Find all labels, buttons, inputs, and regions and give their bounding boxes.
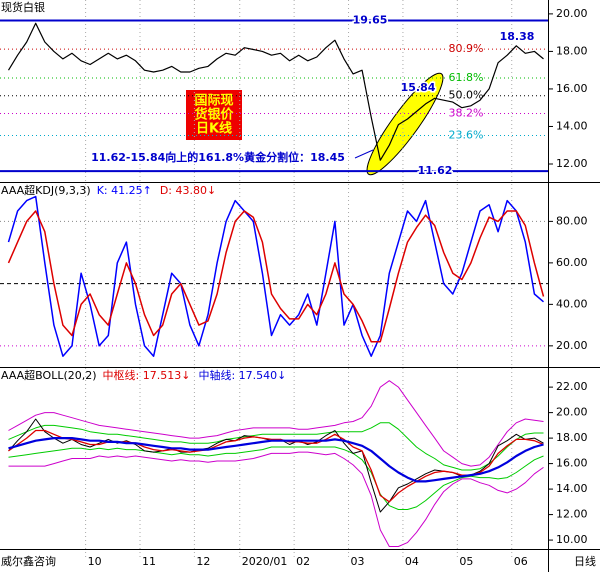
legend-entry: K: 41.25↑ bbox=[97, 184, 152, 197]
y-tick-label: 12.00 bbox=[556, 508, 588, 521]
series-line bbox=[8, 437, 544, 483]
y-tick-label: 16.00 bbox=[556, 457, 588, 470]
badge-box bbox=[186, 90, 242, 140]
y-tick-label: 60.00 bbox=[556, 256, 588, 269]
annotation: 18.38 bbox=[500, 30, 535, 43]
reference-label: 23.6% bbox=[449, 128, 484, 141]
series-line bbox=[8, 429, 544, 503]
reference-label: 61.8% bbox=[449, 71, 484, 84]
x-tick-label: 02 bbox=[296, 555, 310, 568]
footer: 威尔鑫咨询 bbox=[1, 554, 56, 568]
panel-title: AAA超BOLL(20,2) bbox=[1, 368, 97, 382]
y-tick-label: 80.00 bbox=[556, 214, 588, 227]
annotation: 11.62-15.84向上的161.8%黄金分割位：18.45 bbox=[91, 150, 345, 164]
y-tick-label: 22.00 bbox=[556, 380, 588, 393]
x-axis-label: 日线 bbox=[574, 554, 596, 568]
legend-entry: 中枢线: 17.513↓ bbox=[103, 368, 191, 382]
y-tick-label: 20.00 bbox=[556, 406, 588, 419]
x-tick-label: 06 bbox=[514, 555, 528, 568]
x-tick-label: 11 bbox=[142, 555, 156, 568]
annotation: 15.84 bbox=[401, 81, 436, 94]
y-tick-label: 18.00 bbox=[556, 44, 588, 57]
panel-title: 现货白银 bbox=[1, 0, 45, 14]
legend-entry: 中轴线: 17.540↓ bbox=[198, 368, 286, 382]
series-line bbox=[7, 195, 544, 357]
annotation-arrow bbox=[354, 149, 374, 159]
y-tick-label: 12.00 bbox=[556, 157, 588, 170]
reference-label: 50.0% bbox=[449, 89, 484, 102]
badge-text: 国际现 bbox=[194, 94, 233, 109]
y-tick-label: 14.00 bbox=[556, 119, 588, 132]
y-tick-label: 20.00 bbox=[556, 7, 588, 20]
reference-label: 38.2% bbox=[449, 107, 484, 120]
x-tick-label: 10 bbox=[88, 555, 102, 568]
reference-label: 11.62 bbox=[418, 164, 453, 177]
series-line bbox=[7, 210, 545, 343]
x-tick-label: 2020/01 bbox=[242, 555, 288, 568]
x-tick-label: 04 bbox=[405, 555, 419, 568]
badge-text: 货银价 bbox=[194, 107, 234, 123]
legend-entry: D: 43.80↓ bbox=[160, 184, 216, 197]
x-tick-label: 05 bbox=[459, 555, 473, 568]
y-tick-label: 14.00 bbox=[556, 482, 588, 495]
panel-title: AAA超KDJ(9,3,3) bbox=[1, 183, 91, 197]
y-tick-label: 16.00 bbox=[556, 82, 588, 95]
series-line bbox=[8, 446, 544, 510]
y-tick-label: 10.00 bbox=[556, 533, 588, 546]
y-tick-label: 20.00 bbox=[556, 339, 588, 352]
series-line bbox=[8, 451, 544, 547]
channel-highlight bbox=[366, 72, 444, 176]
series-line bbox=[8, 380, 544, 467]
x-tick-label: 03 bbox=[351, 555, 365, 568]
series-line bbox=[8, 422, 544, 471]
series-line bbox=[7, 22, 544, 161]
y-tick-label: 40.00 bbox=[556, 297, 588, 310]
reference-label: 80.9% bbox=[449, 42, 484, 55]
badge-text: 日K线 bbox=[196, 121, 232, 137]
x-tick-label: 12 bbox=[196, 555, 210, 568]
reference-label: 19.65 bbox=[353, 13, 388, 26]
y-tick-label: 18.00 bbox=[556, 431, 588, 444]
